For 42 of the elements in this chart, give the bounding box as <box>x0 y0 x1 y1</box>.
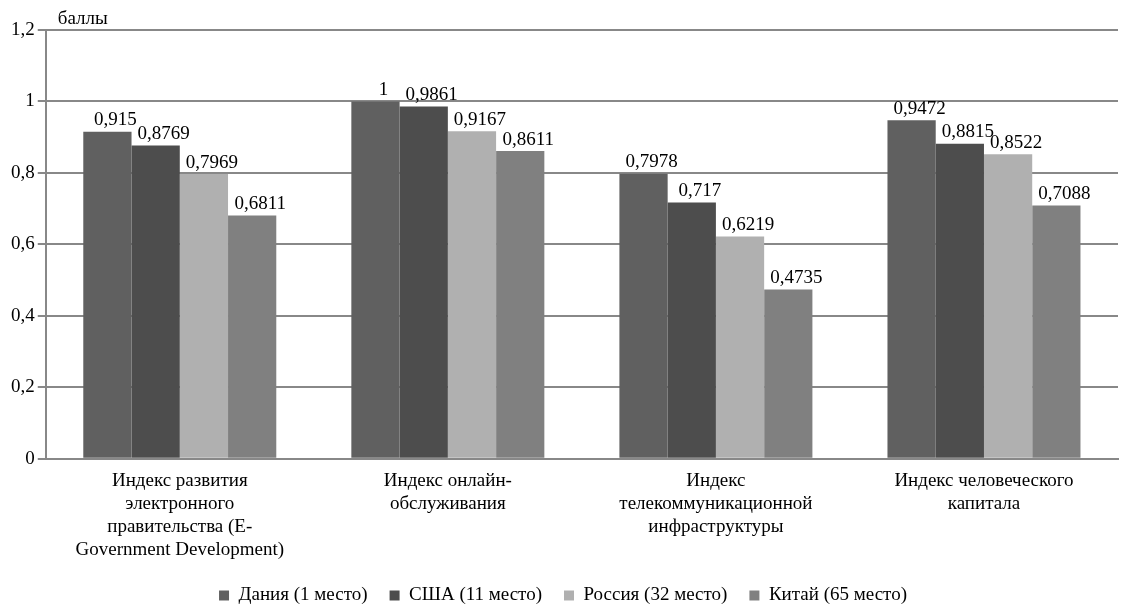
data-label: 0,6811 <box>234 191 286 213</box>
y-tick-label: 0,6 <box>11 232 35 254</box>
bar <box>619 173 668 458</box>
data-label: 0,7978 <box>625 150 678 172</box>
y-tick-label: 0,8 <box>11 160 35 182</box>
bar <box>351 101 400 458</box>
bar <box>83 131 132 458</box>
bar <box>667 202 716 458</box>
y-tick-label: 0,2 <box>11 375 35 397</box>
data-label: 0,7088 <box>1038 182 1091 204</box>
data-label: 0,8769 <box>137 121 190 143</box>
bar <box>715 236 765 458</box>
y-tick-label: 1,2 <box>11 17 35 39</box>
data-label: 0,9472 <box>893 96 946 118</box>
bar <box>399 106 448 458</box>
x-tick-label: Индекс онлайн-обслуживания <box>383 469 512 513</box>
data-label: 0,9167 <box>453 107 507 129</box>
y-tick-label: 0 <box>25 446 35 468</box>
bar <box>887 120 936 458</box>
bar <box>179 174 229 458</box>
x-tick-label: Индекс развития электронного правительства (E-Government Development) <box>75 469 284 560</box>
bar <box>131 145 180 458</box>
legend-label: Россия (32 место) <box>583 583 728 606</box>
data-label: 1 <box>378 77 389 99</box>
data-label: 0,915 <box>94 108 137 130</box>
y-tick-label: 0,4 <box>11 303 36 325</box>
data-label: 0,7969 <box>185 150 239 172</box>
legend-label: США (11 место) <box>409 583 543 606</box>
legend-label: Китай (65 место) <box>768 583 907 606</box>
legend-label: Дания (1 место) <box>238 583 368 606</box>
y-tick-label: 1 <box>25 89 35 111</box>
data-label: 0,717 <box>678 179 722 201</box>
bar <box>983 154 1033 458</box>
data-label: 0,6219 <box>721 213 775 235</box>
x-tick-label: Индекс телекоммуникационной инфраструктуры <box>619 469 813 536</box>
data-label: 0,4735 <box>770 266 823 288</box>
bar <box>935 143 984 458</box>
bar <box>447 131 497 458</box>
data-label: 0,9861 <box>405 82 458 104</box>
data-label: 0,8611 <box>502 127 554 149</box>
x-tick-label: Индекс человеческого капитала <box>894 469 1074 513</box>
y-axis-title: баллы <box>57 7 108 29</box>
